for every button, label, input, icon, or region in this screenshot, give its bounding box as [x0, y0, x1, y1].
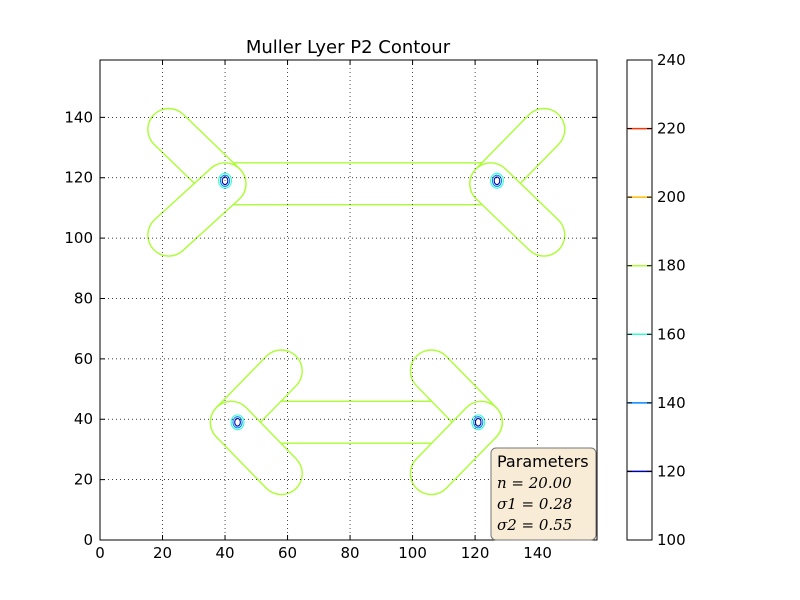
x-axis: 0 20 40 60 80 100 120 140 — [95, 60, 552, 562]
parameter-sigma2: σ2 = 0.55 — [497, 516, 572, 534]
contour-minimum — [471, 414, 486, 431]
contour-level-180 — [209, 349, 503, 496]
y-tick-label: 60 — [74, 350, 93, 368]
parameters-box: Parameters n = 20.00 σ1 = 0.28 σ2 = 0.55 — [490, 447, 597, 541]
colorbar-ticks: 100 120 140 160 180 200 220 240 — [627, 51, 686, 549]
x-tick-label: 100 — [398, 544, 427, 562]
colorbar-tick-label: 240 — [657, 51, 686, 69]
parameter-sigma1: σ1 = 0.28 — [497, 495, 572, 513]
x-tick-label: 20 — [153, 544, 172, 562]
plot-frame — [99, 59, 598, 541]
y-tick-label: 20 — [74, 471, 93, 489]
contour-level-180 — [147, 107, 566, 257]
contour-ring-120 — [234, 417, 241, 427]
colorbar-frame — [626, 59, 653, 541]
y-tick-label: 0 — [83, 531, 93, 549]
x-tick-label: 120 — [461, 544, 490, 562]
x-tick-label: 60 — [278, 544, 297, 562]
contour-fill — [211, 402, 302, 494]
contour-lines — [147, 107, 566, 496]
colorbar-tick-label: 200 — [657, 188, 686, 206]
chart-title: Muller Lyer P2 Contour — [246, 37, 451, 58]
contour-ring-120 — [474, 417, 482, 427]
contour-minimum — [230, 414, 245, 431]
y-tick-label: 40 — [74, 410, 93, 428]
y-tick-label: 80 — [74, 289, 93, 307]
colorbar-tick-label: 220 — [657, 120, 686, 138]
contour-fill — [470, 163, 565, 256]
colorbar-tick-label: 140 — [657, 394, 686, 412]
x-tick-label: 140 — [523, 544, 552, 562]
colorbar: 100 120 140 160 180 200 220 240 — [626, 51, 686, 549]
parameter-n: n = 20.00 — [497, 474, 572, 492]
contour-ring-140 — [491, 174, 503, 187]
colorbar-tick-label: 160 — [657, 325, 686, 343]
parameters-box-frame — [490, 447, 597, 541]
parameters-title: Parameters — [497, 452, 589, 471]
x-tick-label: 40 — [215, 544, 234, 562]
contour-ring-140 — [219, 174, 231, 187]
contour-ring-140 — [473, 416, 484, 429]
y-axis: 0 20 40 60 80 100 120 140 — [64, 108, 597, 549]
y-tick-label: 100 — [64, 229, 93, 247]
contour-ring-160 — [230, 414, 245, 431]
contour-ring-140 — [232, 416, 243, 429]
colorbar-tick-label: 100 — [657, 531, 686, 549]
y-tick-label: 140 — [64, 108, 93, 126]
contour-fill — [411, 402, 502, 494]
contour-ring-160 — [490, 172, 504, 189]
contour-minimum — [490, 172, 504, 189]
contour-fill — [148, 163, 246, 256]
x-tick-label: 80 — [341, 544, 360, 562]
contour-ring-120 — [493, 176, 501, 186]
y-tick-label: 120 — [64, 169, 93, 187]
contour-ring-160 — [471, 414, 486, 431]
grid-lines — [100, 60, 597, 540]
colorbar-tick-label: 120 — [657, 462, 686, 480]
colorbar-tick-label: 180 — [657, 257, 686, 275]
x-tick-label: 0 — [95, 544, 105, 562]
